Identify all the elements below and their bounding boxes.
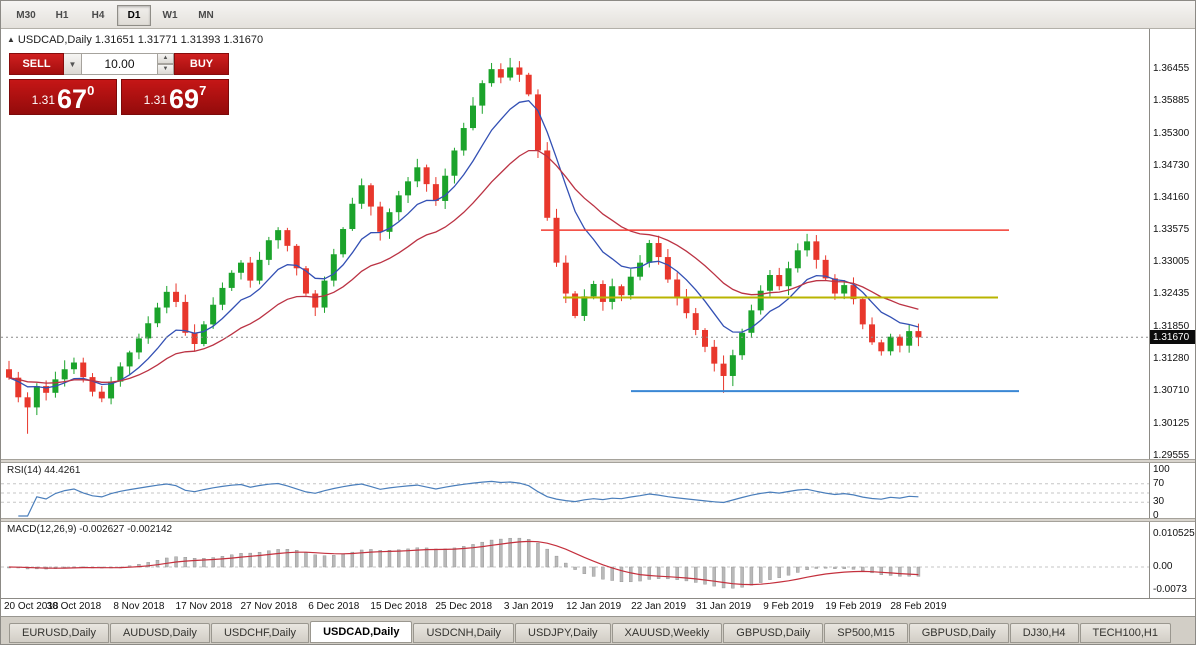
price-axis-label: 1.32435	[1153, 288, 1190, 300]
macd-axis-label: -0.0073	[1153, 583, 1187, 595]
pane-splitter[interactable]	[1, 459, 1195, 463]
price-axis-label: 1.31850	[1153, 321, 1190, 333]
price-axis-label: 1.35300	[1153, 127, 1190, 139]
buy-button[interactable]: BUY	[174, 53, 229, 75]
buy-price-point: 7	[199, 83, 207, 98]
rsi-axis-label: 30	[1153, 496, 1165, 508]
volume-dropdown-button[interactable]: ▼	[64, 53, 82, 75]
chart-tab-9-gbpusd-daily[interactable]: GBPUSD,Daily	[908, 623, 1009, 643]
chart-tab-2-usdchf-daily[interactable]: USDCHF,Daily	[210, 623, 310, 643]
sell-price-pips: 67	[57, 84, 88, 114]
chart-tab-11-tech100-h1[interactable]: TECH100,H1	[1079, 623, 1171, 643]
price-axis-label: 1.33005	[1153, 256, 1190, 268]
date-label: 8 Nov 2018	[113, 601, 165, 612]
date-label: 6 Dec 2018	[308, 601, 360, 612]
price-axis-label: 1.35885	[1153, 94, 1190, 106]
time-axis-separator	[1, 598, 1195, 599]
chart-canvas[interactable]	[1, 31, 1149, 598]
price-axis-label: 1.30125	[1153, 417, 1190, 429]
price-axis-label: 1.33575	[1153, 224, 1190, 236]
chart-tab-0-eurusd-daily[interactable]: EURUSD,Daily	[9, 623, 109, 643]
timeframe-button-mn[interactable]: MN	[198, 10, 214, 21]
chart-tab-5-usdjpy-daily[interactable]: USDJPY,Daily	[515, 623, 611, 643]
macd-axis-label: 0.010525	[1153, 528, 1195, 540]
date-label: 15 Dec 2018	[370, 601, 428, 612]
macd-histogram	[7, 537, 921, 589]
volume-input[interactable]	[82, 53, 158, 75]
macd-signal-line	[8, 540, 919, 586]
axis-separator	[1149, 29, 1150, 598]
timeframe-button-m30[interactable]: M30	[16, 10, 36, 21]
date-label: 9 Feb 2019	[763, 601, 814, 612]
rsi-axis-label: 100	[1153, 464, 1170, 475]
pane-splitter[interactable]	[1, 518, 1195, 522]
spinner-down-icon[interactable]: ▼	[158, 64, 174, 75]
timeframe-button-h4[interactable]: H4	[91, 10, 105, 21]
date-label: 20 Oct 2018	[4, 601, 59, 612]
chevron-down-icon: ▼	[68, 59, 77, 69]
candlesticks	[6, 57, 922, 434]
chart-tab-8-sp500-m15[interactable]: SP500,M15	[824, 623, 908, 643]
ma-fast-line	[8, 99, 919, 389]
symbol-ohlc-text: USDCAD,Daily 1.31651 1.31771 1.31393 1.3…	[17, 34, 264, 46]
date-label: 12 Jan 2019	[566, 601, 622, 612]
chart-tab-7-gbpusd-daily[interactable]: GBPUSD,Daily	[723, 623, 824, 643]
price-axis-label: 1.30710	[1153, 385, 1190, 397]
price-axis-label: 1.31280	[1153, 353, 1190, 365]
sell-price-display[interactable]: 1.31 67 0	[9, 79, 117, 115]
volume-spinner[interactable]: ▲ ▼	[158, 53, 174, 75]
date-label: 22 Jan 2019	[631, 601, 687, 612]
timeframe-button-h1[interactable]: H1	[55, 10, 69, 21]
date-label: 19 Feb 2019	[825, 601, 882, 612]
collapse-triangle-icon[interactable]: ▲	[7, 35, 15, 44]
timeframe-button-d1[interactable]: D1	[117, 5, 151, 26]
price-axis-label: 1.34160	[1153, 191, 1190, 203]
date-label: 30 Oct 2018	[46, 601, 102, 612]
date-label: 28 Feb 2019	[890, 601, 947, 612]
timeframe-button-w1[interactable]: W1	[162, 10, 178, 21]
price-axis-label: 1.36455	[1153, 62, 1190, 74]
buy-price-display[interactable]: 1.31 69 7	[121, 79, 229, 115]
sell-button[interactable]: SELL	[9, 53, 64, 75]
date-label: 17 Nov 2018	[175, 601, 233, 612]
date-label: 25 Dec 2018	[435, 601, 493, 612]
chart-tab-10-dj30-h4[interactable]: DJ30,H4	[1009, 623, 1079, 643]
buy-price-major: 1.31	[143, 93, 168, 107]
sell-price-point: 0	[87, 83, 95, 98]
price-axis[interactable]: 1.36455 1.35885 1.35300 1.34730 1.34160 1.335…	[1149, 1, 1195, 616]
rsi-axis-label: 0	[1153, 510, 1159, 521]
timeframe-toolbar: M30 H1 H4 D1 W1 MN	[1, 1, 1195, 26]
price-axis-label: 1.29555	[1153, 449, 1190, 461]
spinner-up-icon[interactable]: ▲	[158, 53, 174, 64]
chart-tab-3-usdcad-daily[interactable]: USDCAD,Daily	[310, 621, 413, 643]
rsi-indicator-label: RSI(14) 44.4261	[7, 465, 80, 476]
price-axis-label: 1.34730	[1153, 159, 1190, 171]
rsi-line	[18, 480, 919, 517]
date-label: 27 Nov 2018	[240, 601, 298, 612]
macd-axis-label: 0.00	[1153, 561, 1173, 572]
macd-value-text: MACD(12,26,9) -0.002627 -0.002142	[7, 524, 173, 535]
toolbar: M30 H1 H4 D1 W1 MN	[1, 1, 1195, 29]
chart-title: ▲ USDCAD,Daily 1.31651 1.31771 1.31393 1.…	[7, 34, 263, 46]
date-label: 31 Jan 2019	[696, 601, 752, 612]
time-axis[interactable]: 20 Oct 2018 30 Oct 2018 8 Nov 2018 17 Nov 2…	[1, 601, 1149, 615]
ma-slow-line	[8, 149, 919, 384]
current-price-badge: 1.31670	[1150, 330, 1195, 345]
buy-price-pips: 69	[169, 84, 200, 114]
date-label: 3 Jan 2019	[503, 601, 554, 612]
rsi-value-text: RSI(14) 44.4261	[7, 465, 81, 476]
sell-price-major: 1.31	[31, 93, 56, 107]
rsi-axis-label: 70	[1153, 477, 1165, 489]
chart-tab-1-audusd-daily[interactable]: AUDUSD,Daily	[109, 623, 210, 643]
chart-tab-6-xauusd-weekly[interactable]: XAUUSD,Weekly	[611, 623, 723, 643]
chart-tab-4-usdcnh-daily[interactable]: USDCNH,Daily	[413, 623, 515, 643]
chart-tabs-bar: EURUSD,Daily AUDUSD,Daily USDCHF,Daily USDC…	[1, 616, 1195, 644]
macd-indicator-label: MACD(12,26,9) -0.002627 -0.002142	[7, 524, 172, 535]
